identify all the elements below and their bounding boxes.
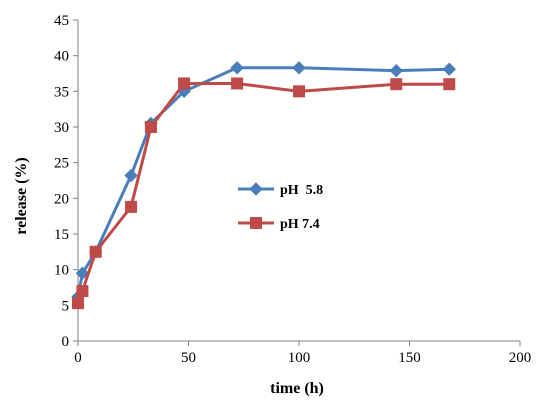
legend-item-1: pH 5.8 — [238, 182, 323, 198]
y-tick-label: 5 — [62, 298, 70, 314]
y-axis-title: release (%) — [13, 157, 30, 234]
legend-label: pH 7.4 — [280, 217, 320, 232]
y-tick-label: 30 — [54, 120, 69, 136]
data-point — [178, 77, 191, 90]
legend-item-2: pH 7.4 — [238, 217, 320, 232]
x-tick-label: 200 — [509, 350, 532, 366]
legend-label: pH 5.8 — [280, 183, 323, 198]
data-point — [72, 297, 84, 310]
legend: pH 5.8 pH 7.4 — [238, 182, 323, 232]
y-tick-label: 10 — [54, 263, 69, 279]
data-point — [389, 63, 403, 78]
series — [71, 61, 456, 310]
x-tick-label: 100 — [288, 350, 311, 366]
legend-marker — [249, 182, 263, 196]
x-tick-label: 50 — [181, 350, 196, 366]
series-2 — [72, 77, 456, 310]
y-tick-label: 25 — [54, 156, 69, 172]
data-point — [292, 61, 306, 75]
y-tick-label: 15 — [54, 227, 69, 243]
data-point — [75, 266, 90, 280]
data-point — [293, 85, 305, 98]
series-line — [76, 66, 450, 298]
data-point — [231, 77, 244, 90]
y-tick-label: 45 — [54, 13, 69, 29]
series-line — [76, 81, 450, 304]
x-tick-label: 0 — [74, 350, 82, 366]
data-point — [390, 78, 403, 91]
data-point — [124, 168, 138, 183]
y-tick-label: 20 — [54, 191, 69, 207]
data-point — [76, 285, 89, 298]
data-point — [89, 245, 102, 258]
data-point — [230, 61, 244, 75]
y-tick-label: 35 — [54, 84, 69, 100]
data-point — [443, 78, 456, 91]
y-tick-label: 40 — [54, 49, 69, 65]
data-point — [125, 200, 138, 213]
x-axis-title: time (h) — [270, 380, 324, 397]
series-1 — [71, 61, 456, 304]
x-tick-label: 150 — [398, 350, 421, 366]
data-point — [144, 121, 157, 133]
y-tick-label: 0 — [62, 334, 70, 350]
x-tick-labels: 0 50 100 150 200 — [74, 350, 531, 366]
legend-marker — [250, 217, 262, 229]
data-point — [442, 62, 456, 76]
y-tick-labels: 0 5 10 15 20 25 30 35 40 45 — [54, 13, 69, 350]
